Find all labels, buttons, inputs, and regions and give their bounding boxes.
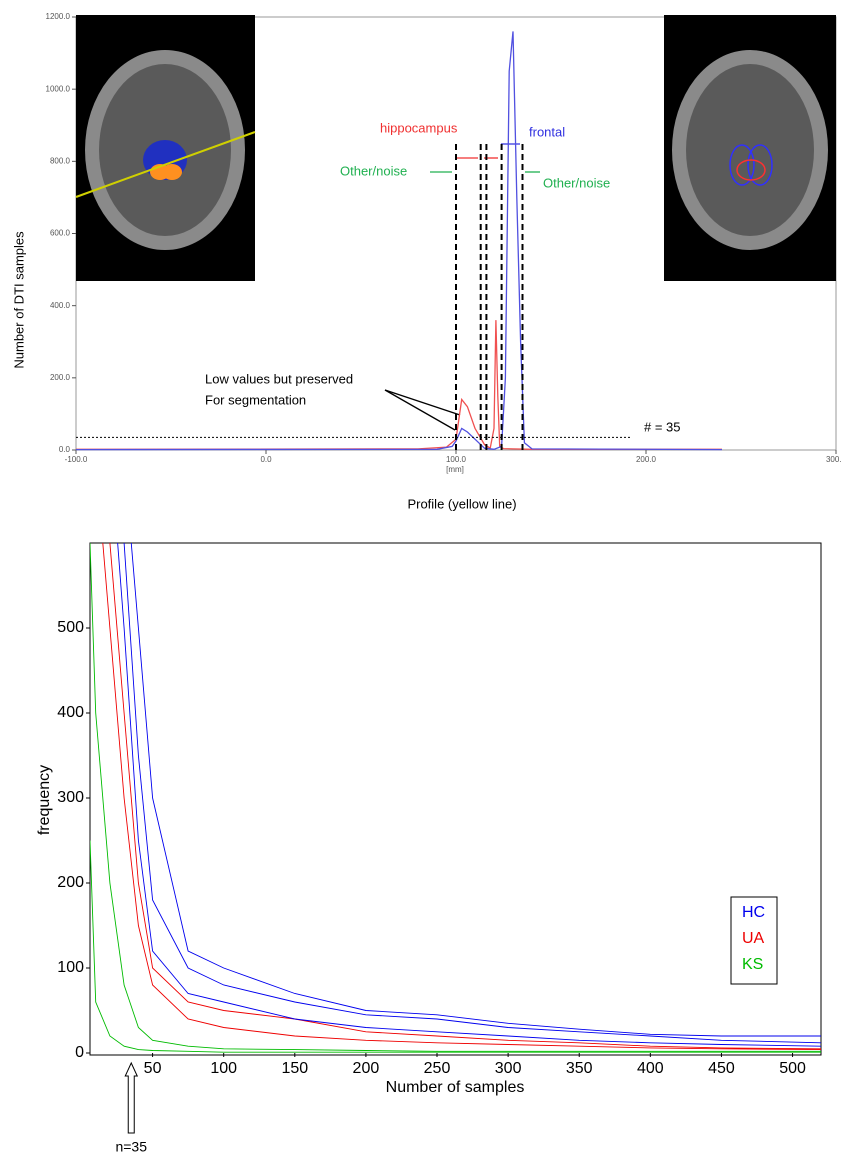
series-line: [90, 288, 821, 1049]
y-tick-label: 100: [57, 959, 84, 976]
series-line: [76, 320, 722, 449]
series-line: [90, 288, 821, 1050]
x-tick-label: 200.0: [636, 455, 657, 464]
x-tick-label: 400: [637, 1060, 664, 1077]
plot-frame: [90, 543, 821, 1055]
series-line: [90, 288, 821, 1036]
brain-image-right: [664, 15, 836, 281]
annotation: n=35: [115, 1139, 147, 1155]
x-tick-label: 150: [281, 1060, 308, 1077]
annotation: frontal: [529, 124, 565, 139]
series-line: [90, 543, 821, 1051]
x-axis-unit: [mm]: [446, 465, 464, 474]
x-tick-label: 100.0: [446, 455, 467, 464]
annotation: For segmentation: [205, 392, 306, 407]
y-tick-label: 1000.0: [46, 84, 71, 93]
legend-entry: UA: [742, 930, 765, 947]
x-axis-label: Number of samples: [386, 1079, 525, 1096]
y-tick-label: 400: [57, 704, 84, 721]
annotation: # = 35: [644, 419, 681, 434]
y-axis-label: Number of DTI samples: [11, 231, 26, 369]
x-tick-label: 100: [210, 1060, 237, 1077]
x-tick-label: 300: [495, 1060, 522, 1077]
y-tick-label: 600.0: [50, 229, 71, 238]
y-tick-label: 300: [57, 789, 84, 806]
x-tick-label: 200: [353, 1060, 380, 1077]
x-tick-label: 350: [566, 1060, 593, 1077]
legend-entry: KS: [742, 956, 763, 973]
x-tick-label: 500: [779, 1060, 806, 1077]
x-tick-label: 0.0: [260, 455, 272, 464]
annotation: Other/noise: [543, 175, 610, 190]
y-tick-label: 1200.0: [46, 12, 71, 21]
annotation: Low values but preserved: [205, 371, 353, 386]
series-line: [90, 288, 821, 1043]
annotation: Other/noise: [340, 163, 407, 178]
y-tick-label: 0.0: [59, 445, 71, 454]
y-tick-label: 200: [57, 874, 84, 891]
y-axis-label: frequency: [36, 765, 53, 835]
y-tick-label: 800.0: [50, 156, 71, 165]
x-tick-label: 50: [144, 1060, 162, 1077]
x-axis-label: Profile (yellow line): [407, 496, 516, 511]
series-line: [90, 841, 821, 1053]
y-tick-label: 0: [75, 1044, 84, 1061]
y-tick-label: 200.0: [50, 373, 71, 382]
x-tick-label: 250: [424, 1060, 451, 1077]
y-tick-label: 500: [57, 619, 84, 636]
series-line: [90, 288, 821, 1046]
x-tick-label: -100.0: [65, 455, 88, 464]
brain-image-left: [76, 15, 255, 281]
annotation: hippocampus: [380, 120, 458, 135]
legend-entry: HC: [742, 904, 765, 921]
y-tick-label: 400.0: [50, 301, 71, 310]
figure: 0.0200.0400.0600.0800.01000.01200.0-100.…: [0, 0, 841, 1159]
x-tick-label: 450: [708, 1060, 735, 1077]
arrow: [125, 1063, 137, 1133]
x-tick-label: 300.0: [826, 455, 841, 464]
